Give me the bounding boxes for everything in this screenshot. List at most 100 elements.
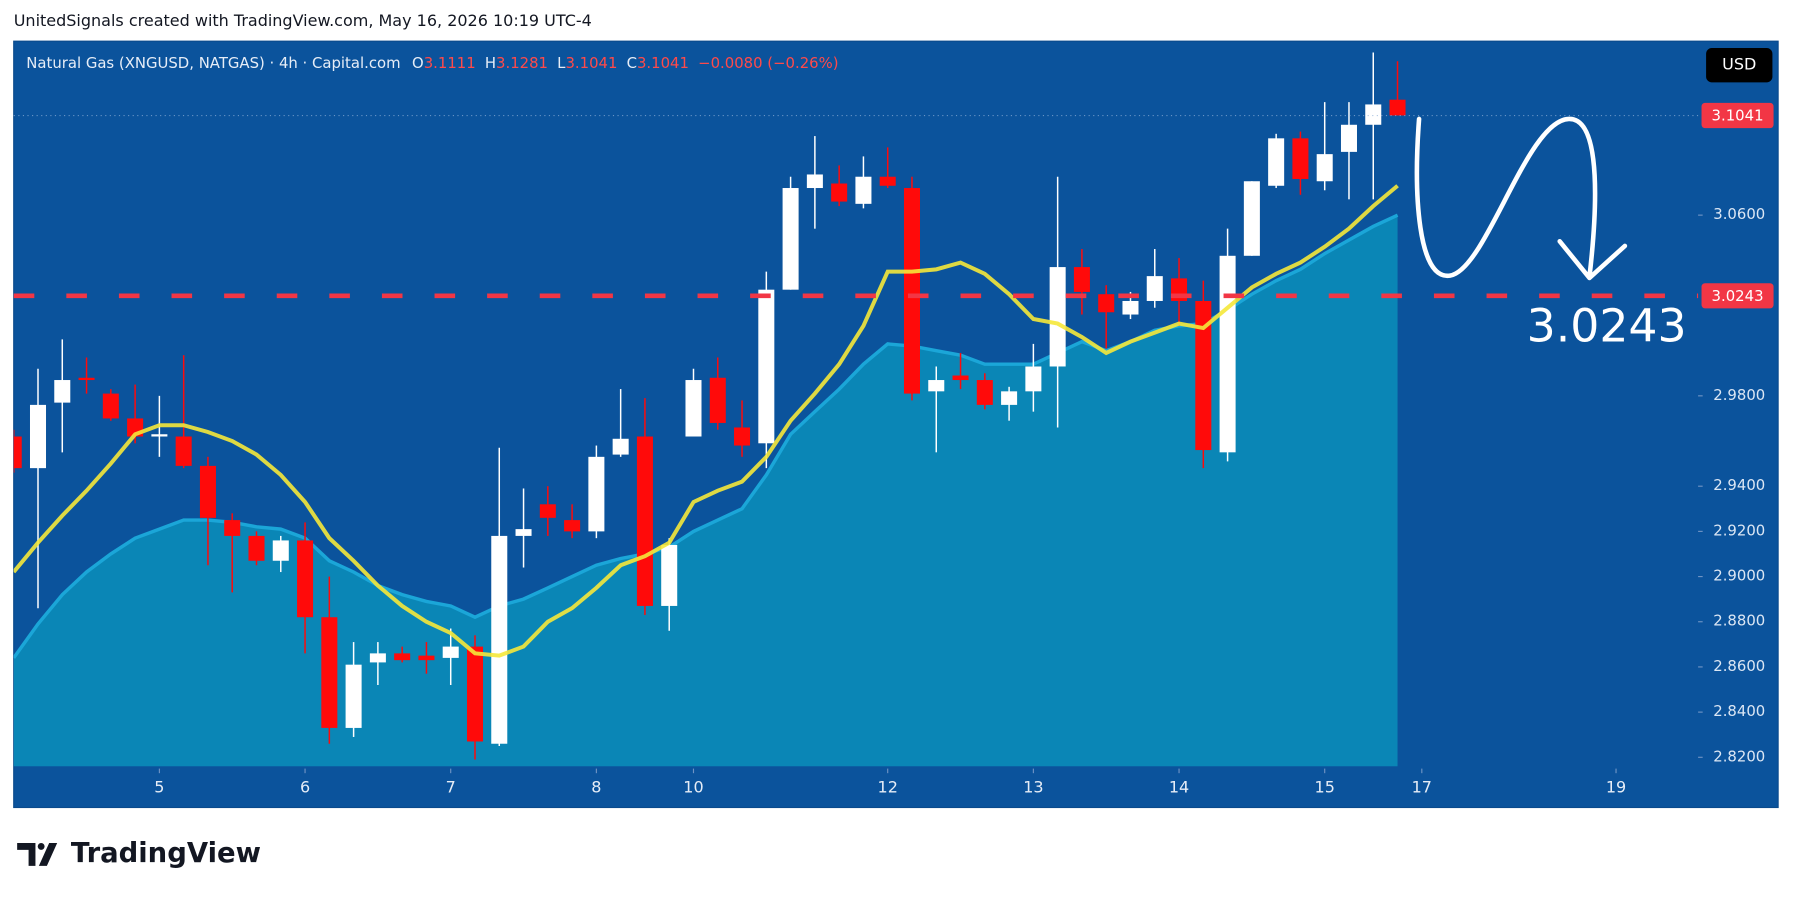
currency-button[interactable] — [1706, 48, 1773, 83]
candle-body — [442, 646, 459, 658]
attribution: UnitedSignals created with TradingView.c… — [14, 11, 592, 30]
candle-body — [54, 380, 71, 403]
candle-body — [151, 434, 168, 437]
candle-body — [685, 380, 702, 437]
ma-area — [13, 215, 1398, 767]
change: −0.0080 (−0.26%) — [698, 54, 838, 72]
y-tick-label: 3.0600 — [1713, 205, 1765, 223]
candle-body — [734, 427, 751, 446]
axes: 2.8200 2.8400 2.8600 2.8800 2.9000 2.9200 2.94… — [13, 102, 1774, 797]
candle-body — [1001, 391, 1018, 405]
candle-body — [224, 520, 241, 536]
y-tick-label: 2.9200 — [1713, 521, 1765, 539]
y-tick-label: 2.8600 — [1713, 657, 1765, 675]
y-tick-label: 2.8200 — [1713, 747, 1765, 765]
ohlc-label: L — [557, 54, 566, 72]
candle-body — [758, 289, 775, 444]
candle-body — [102, 393, 119, 419]
candle-body — [13, 436, 22, 469]
candle-body — [199, 465, 216, 518]
plot-area — [13, 52, 1406, 767]
price-badge-label: 3.0243 — [1712, 287, 1764, 305]
candle-body — [345, 664, 362, 728]
x-tick-label: 15 — [1315, 778, 1335, 797]
x-tick-label: 10 — [683, 778, 703, 797]
candle-body — [806, 174, 823, 189]
ohlc-value: 3.1111 — [424, 54, 476, 72]
brand-logo — [17, 842, 58, 866]
y-tick-label: 2.8800 — [1713, 612, 1765, 630]
candle-body — [78, 377, 95, 381]
price-annotation: 3.0243 — [1527, 299, 1687, 352]
symbol: Natural Gas (XNGUSD, NATGAS) · 4h · Capi… — [26, 54, 400, 72]
candle-body — [976, 380, 993, 405]
candle-body — [1098, 294, 1115, 313]
candle-body — [1268, 138, 1285, 186]
candle-body — [588, 456, 605, 532]
candle-body — [515, 529, 532, 536]
y-tick-label: 2.9400 — [1713, 476, 1765, 494]
candle-body — [1243, 181, 1260, 256]
candle-body — [879, 176, 896, 186]
candle-body — [1073, 267, 1090, 292]
candle-body — [1146, 276, 1163, 301]
brand: TradingView — [71, 838, 261, 869]
candle-body — [297, 540, 314, 618]
candle-body — [782, 188, 799, 290]
ohlc-label: O — [412, 54, 424, 72]
ohlc-label: C — [627, 54, 637, 72]
candle-body — [564, 520, 581, 532]
y-tick-label: 2.9000 — [1713, 567, 1765, 585]
x-tick-label: 5 — [154, 778, 164, 797]
x-tick-label: 14 — [1169, 778, 1189, 797]
legend-line: Natural Gas (XNGUSD, NATGAS) · 4h · Capi… — [26, 54, 838, 72]
ohlc-value: 3.1281 — [496, 54, 548, 72]
ma-line — [13, 184, 1399, 658]
candle-body — [466, 646, 484, 742]
x-tick-label: 7 — [446, 778, 456, 797]
x-tick-label: 12 — [878, 778, 898, 797]
candle-body — [709, 377, 726, 423]
price-badge — [1701, 283, 1774, 309]
ohlc-value: 3.1041 — [637, 54, 689, 72]
candle-body — [175, 436, 192, 466]
candle-body — [903, 188, 920, 394]
candle-body — [831, 183, 848, 202]
candle-body — [539, 504, 556, 518]
candle-body — [1316, 154, 1333, 182]
candle-body — [29, 404, 47, 469]
candle-body — [272, 540, 289, 561]
candle-body — [636, 436, 653, 606]
x-tick-label: 13 — [1023, 778, 1043, 797]
candle-body — [612, 438, 629, 455]
candle-body — [1389, 99, 1406, 116]
candle-body — [855, 176, 872, 204]
candle-body — [369, 653, 386, 663]
x-tick-label: 17 — [1412, 778, 1432, 797]
currency[interactable]: USD — [1722, 55, 1756, 74]
x-tick-label: 8 — [591, 778, 601, 797]
price-badge — [1701, 102, 1774, 129]
candle-body — [1219, 255, 1236, 453]
candle-body — [418, 655, 435, 661]
x-tick-label: 6 — [300, 778, 310, 797]
candle-body — [248, 535, 265, 561]
candle-body — [1025, 366, 1042, 392]
candle-body — [952, 375, 969, 381]
candle-body — [661, 544, 678, 606]
ohlc: O3.1111 H3.1281 L3.1041 C3.1041 −0.0080 (−0.… — [412, 54, 839, 72]
candle-body — [1365, 104, 1382, 125]
candle-body — [1340, 124, 1357, 152]
ohlc-value: 3.1041 — [565, 54, 617, 72]
ohlc-label: H — [485, 54, 496, 72]
x-tick-label: 19 — [1606, 778, 1626, 797]
price-badge-label: 3.1041 — [1712, 107, 1764, 125]
candle-body — [1292, 138, 1309, 179]
hand-drawn-arrow — [1414, 116, 1628, 281]
candle-body — [321, 617, 338, 728]
y-tick-label: 2.8400 — [1713, 702, 1765, 720]
candle-body — [1122, 300, 1139, 315]
y-tick-label: 2.9800 — [1713, 386, 1765, 404]
